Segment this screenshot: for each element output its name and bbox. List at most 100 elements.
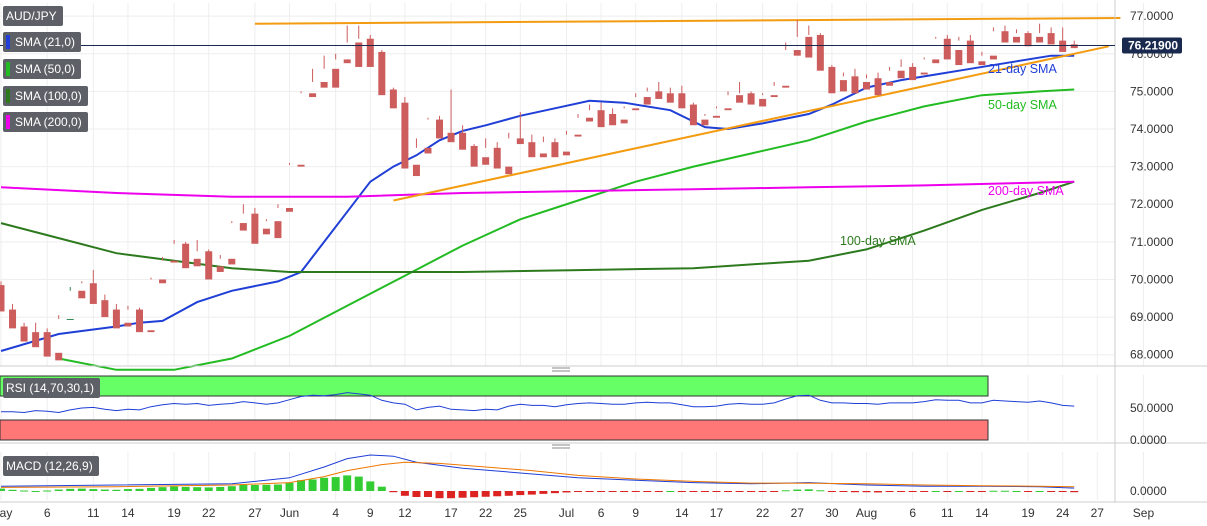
candle-body bbox=[216, 266, 224, 272]
x-tick-label: May bbox=[0, 506, 12, 520]
candle-body bbox=[135, 309, 143, 333]
candle-body bbox=[689, 104, 697, 126]
sma100-swatch bbox=[6, 89, 10, 103]
x-tick-label: Jun bbox=[280, 506, 299, 520]
pane-divider-handles[interactable] bbox=[552, 367, 570, 449]
candle-body bbox=[874, 78, 882, 96]
macd-histogram-bar bbox=[273, 484, 282, 491]
candle-body bbox=[482, 157, 490, 165]
candle-body bbox=[124, 322, 132, 327]
symbol-label[interactable]: AUD/JPY bbox=[3, 6, 63, 26]
rsi-bands bbox=[0, 375, 989, 441]
macd-histogram-bar bbox=[147, 487, 156, 491]
macd-line bbox=[0, 454, 1075, 489]
sma200-swatch bbox=[6, 115, 10, 129]
macd-histogram-bar bbox=[66, 488, 75, 491]
macd-histogram-bar bbox=[666, 491, 675, 492]
legend-rsi-label: RSI (14,70,30,1) bbox=[6, 381, 95, 395]
macd-histogram-bar bbox=[562, 491, 571, 493]
macd-histogram-bar bbox=[1000, 490, 1009, 492]
legend-rsi[interactable]: RSI (14,70,30,1) bbox=[3, 378, 101, 398]
x-tick-label: 6 bbox=[44, 506, 51, 520]
candle-body bbox=[297, 164, 305, 167]
macd-histogram-bar bbox=[331, 477, 340, 491]
y-tick-label: 70.0000 bbox=[1130, 272, 1174, 286]
annotation-labels: 21-day SMA 50-day SMA 200-day SMA 100-day S… bbox=[840, 62, 1064, 248]
candle-body bbox=[493, 147, 501, 169]
candle-body bbox=[66, 318, 74, 320]
x-tick-label: 19 bbox=[167, 506, 181, 520]
candles bbox=[0, 19, 1078, 361]
x-tick-label: Aug bbox=[856, 506, 877, 520]
legend-macd[interactable]: MACD (12,26,9) bbox=[3, 456, 99, 476]
candle-body bbox=[909, 66, 917, 81]
candle-body bbox=[205, 251, 213, 280]
macd-histogram-bar bbox=[735, 491, 744, 492]
macd-histogram-bar bbox=[954, 491, 963, 492]
macd-histogram-bar bbox=[1012, 491, 1021, 492]
macd-histogram-bar bbox=[262, 484, 271, 491]
x-tick-label: 22 bbox=[756, 506, 770, 520]
x-tick-label: 19 bbox=[1021, 506, 1035, 520]
macd-histogram-bar bbox=[943, 491, 952, 492]
candle-body bbox=[747, 93, 755, 105]
x-tick-label: 22 bbox=[479, 506, 493, 520]
macd-histogram-bar bbox=[100, 489, 109, 491]
legend-sma100-label: SMA (100,0) bbox=[15, 89, 82, 103]
legend-sma200[interactable]: SMA (200,0) bbox=[3, 112, 88, 132]
macd-histogram-bar bbox=[527, 491, 536, 495]
candle-body bbox=[182, 243, 190, 269]
candle-body bbox=[1024, 33, 1032, 47]
macd-histogram-bar bbox=[0, 488, 5, 491]
macd-histogram-bar bbox=[470, 491, 479, 498]
candle-body bbox=[332, 68, 340, 88]
macd-histogram-bar bbox=[447, 491, 456, 499]
macd-histogram-bar bbox=[43, 490, 52, 492]
macd-histogram-bar bbox=[620, 491, 629, 492]
macd-histogram-bar bbox=[297, 480, 306, 491]
macd-histogram-bar bbox=[1070, 491, 1079, 493]
macd-histogram-bar bbox=[989, 490, 998, 492]
macd-histogram-bar bbox=[724, 491, 733, 492]
candle-body bbox=[459, 132, 467, 150]
candle-body bbox=[770, 95, 778, 98]
macd-histogram-bar bbox=[493, 491, 502, 497]
macd-histogram-bar bbox=[747, 491, 756, 492]
macd-histogram-bar bbox=[700, 491, 709, 492]
series-layer bbox=[0, 17, 1121, 414]
legend-sma50[interactable]: SMA (50,0) bbox=[3, 59, 82, 79]
macd-histogram-bar bbox=[874, 491, 883, 493]
macd-histogram-bar bbox=[20, 490, 29, 492]
x-tick-label: 6 bbox=[598, 506, 605, 520]
candle-body bbox=[274, 221, 282, 239]
macd-histogram-bar bbox=[597, 491, 606, 492]
legend-sma200-label: SMA (200,0) bbox=[15, 115, 82, 129]
candle-body bbox=[655, 91, 663, 99]
macd-histogram-bar bbox=[550, 491, 559, 494]
200-day-sma-line bbox=[0, 180, 1075, 198]
candle-body bbox=[239, 223, 247, 231]
macd-histogram-bar bbox=[654, 491, 663, 492]
candle-body bbox=[712, 115, 720, 118]
y-tick-label: 73.0000 bbox=[1130, 160, 1174, 174]
macd-histogram-bar bbox=[77, 488, 86, 491]
macd-histogram-bar bbox=[343, 475, 352, 491]
pane-frame bbox=[0, 0, 1207, 503]
y-tick-label: 72.0000 bbox=[1130, 197, 1174, 211]
candle-body bbox=[1059, 40, 1067, 52]
candle-body bbox=[355, 42, 363, 67]
macd-histogram-bar bbox=[193, 487, 202, 491]
candle-body bbox=[632, 108, 640, 111]
x-tick-label: 22 bbox=[202, 506, 216, 520]
sma-annotation-label: 50-day SMA bbox=[988, 98, 1057, 112]
candle-body bbox=[1001, 31, 1009, 43]
legend-sma21[interactable]: SMA (21,0) bbox=[3, 32, 82, 52]
rsi-oversold-zone bbox=[0, 419, 989, 441]
candle-body bbox=[839, 80, 847, 92]
21-day-sma-line bbox=[0, 54, 1075, 352]
macd-signal-line bbox=[0, 461, 1075, 488]
macd-histogram-bar bbox=[389, 491, 398, 493]
legend-sma100[interactable]: SMA (100,0) bbox=[3, 86, 88, 106]
candle-body bbox=[343, 59, 351, 64]
candle-body bbox=[389, 89, 397, 109]
